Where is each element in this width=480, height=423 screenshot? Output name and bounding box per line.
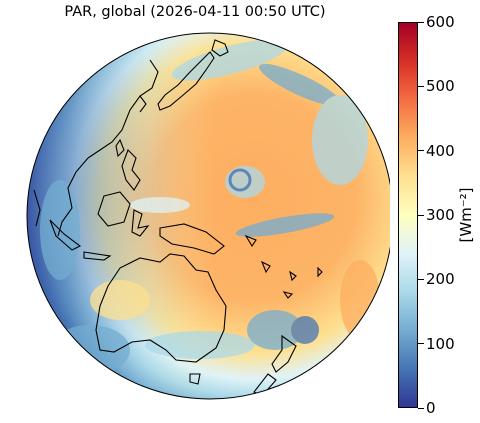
colorbar-tick-label: 500 [426,77,455,96]
globe-map [26,32,390,400]
colorbar [398,22,418,408]
colorbar-label: [Wm⁻²] [457,187,475,243]
colorbar-tick [418,278,424,280]
colorbar-tick [418,343,424,345]
colorbar-tick [418,85,424,87]
colorbar-tick-label: 0 [426,399,436,417]
colorbar-tick-label: 100 [426,334,455,353]
colorbar-tick-label: 300 [426,206,455,224]
colorbar-tick-label: 600 [426,13,455,31]
map-title: PAR, global (2026-04-11 00:50 UTC) [64,4,326,20]
globe-outline [26,32,390,400]
colorbar-tick-label: 400 [426,141,455,160]
coastlines [33,39,323,397]
colorbar-tick [418,214,424,216]
colorbar-tick [418,407,424,409]
par-field [27,33,390,399]
colorbar-tick-label: 200 [426,270,455,289]
colorbar-tick [418,21,424,23]
colorbar-tick [418,150,424,152]
